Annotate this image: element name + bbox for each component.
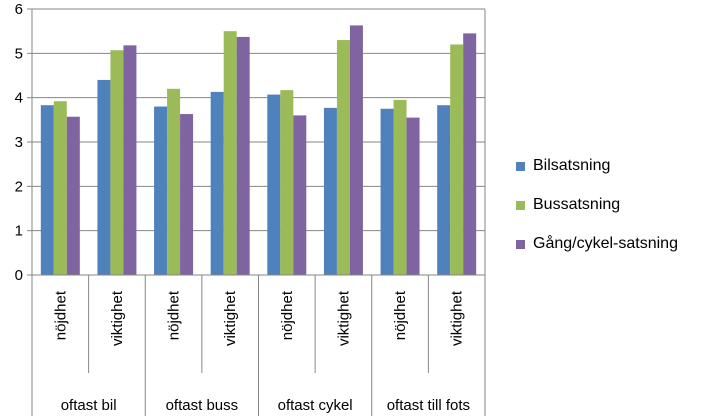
legend-label-bussatsning: Bussatsning — [533, 196, 621, 213]
bar-0-5 — [323, 107, 337, 275]
bar-0-6 — [380, 108, 394, 275]
legend-swatch-bilsatsning — [516, 161, 525, 171]
bar-1-7 — [450, 44, 464, 275]
x-category-label: nöjdhet — [392, 290, 409, 340]
y-tick-label: 6 — [15, 1, 23, 18]
bar-1-0 — [53, 101, 67, 275]
bar-2-3 — [236, 36, 250, 276]
x-group-label: oftast buss — [166, 397, 239, 414]
bar-0-3 — [210, 91, 224, 275]
bar-0-2 — [154, 106, 168, 276]
x-category-label: nöjdhet — [52, 290, 69, 340]
legend-item-bilsatsning: Bilsatsning — [516, 156, 706, 176]
x-category-label: viktighet — [109, 290, 126, 346]
chart-legend: Bilsatsning Bussatsning Gång/cykel-satsn… — [516, 156, 706, 273]
bar-0-7 — [437, 105, 451, 275]
legend-item-bussatsning: Bussatsning — [516, 195, 706, 215]
bar-2-6 — [406, 117, 420, 275]
y-tick-label: 0 — [15, 267, 23, 284]
bar-0-4 — [267, 94, 281, 276]
y-tick-label: 3 — [15, 134, 23, 151]
y-tick-label: 1 — [15, 223, 23, 240]
x-category-label: nöjdhet — [279, 290, 296, 340]
bar-2-1 — [123, 45, 137, 275]
legend-swatch-gang-cykel-satsning — [516, 239, 525, 249]
bar-0-1 — [97, 79, 111, 275]
legend-item-gang-cykel-satsning: Gång/cykel-satsning — [516, 234, 706, 254]
bar-1-4 — [280, 90, 294, 275]
legend-label-gang-cykel-satsning: Gång/cykel-satsning — [533, 235, 678, 252]
bar-0-0 — [40, 105, 54, 275]
x-category-label: viktighet — [335, 290, 352, 346]
x-category-label: viktighet — [449, 290, 466, 346]
bar-2-5 — [349, 25, 363, 275]
x-category-label: nöjdhet — [166, 290, 183, 340]
bar-1-5 — [336, 40, 350, 276]
bar-1-1 — [110, 50, 124, 276]
legend-label-bilsatsning: Bilsatsning — [533, 157, 611, 174]
x-category-label: viktighet — [222, 290, 239, 346]
bar-1-3 — [223, 31, 237, 275]
y-tick-label: 2 — [15, 178, 23, 195]
bar-2-2 — [180, 114, 194, 275]
x-group-label: oftast till fots — [387, 397, 470, 414]
legend-swatch-bussatsning — [516, 200, 525, 210]
y-tick-label: 4 — [15, 90, 23, 107]
bar-2-7 — [463, 33, 477, 276]
x-group-label: oftast bil — [61, 397, 117, 414]
bar-2-0 — [66, 116, 80, 275]
y-tick-label: 5 — [15, 45, 23, 62]
bar-1-2 — [167, 88, 181, 275]
x-group-label: oftast cykel — [278, 397, 353, 414]
bar-1-6 — [393, 99, 407, 275]
bar-2-4 — [293, 115, 307, 276]
